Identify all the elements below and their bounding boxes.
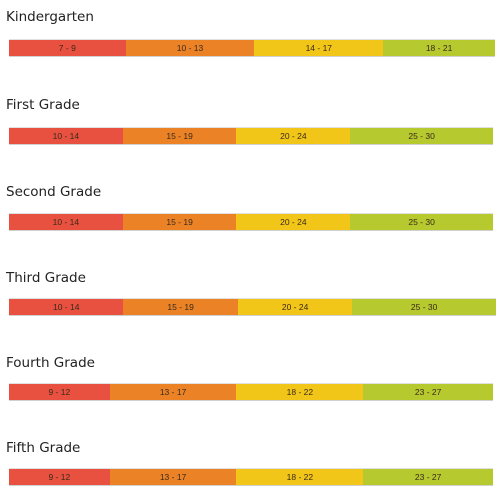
range-segment-green: 23 - 27 bbox=[363, 384, 493, 400]
range-segment-green: 25 - 30 bbox=[350, 128, 493, 144]
range-segment-yellow: 20 - 24 bbox=[236, 128, 351, 144]
range-segment-red: 10 - 14 bbox=[9, 214, 123, 230]
range-segment-orange: 15 - 19 bbox=[122, 128, 237, 144]
range-segment-yellow: 18 - 22 bbox=[236, 384, 364, 400]
range-segment-orange: 15 - 19 bbox=[122, 214, 237, 230]
range-segment-orange: 15 - 19 bbox=[123, 299, 238, 315]
grade-range-bar: 9 - 12 13 - 17 18 - 22 23 - 27 bbox=[9, 468, 493, 486]
grade-title: Fourth Grade bbox=[6, 355, 95, 371]
grade-title: Kindergarten bbox=[6, 9, 94, 25]
grade-title: Fifth Grade bbox=[6, 440, 81, 456]
range-segment-green: 18 - 21 bbox=[383, 40, 495, 56]
grade-range-bar: 10 - 14 15 - 19 20 - 24 25 - 30 bbox=[9, 127, 493, 145]
range-segment-orange: 13 - 17 bbox=[109, 384, 237, 400]
range-segment-red: 10 - 14 bbox=[9, 128, 123, 144]
range-segment-red: 9 - 12 bbox=[9, 384, 110, 400]
grade-title: Second Grade bbox=[6, 184, 102, 200]
range-segment-orange: 13 - 17 bbox=[109, 469, 237, 485]
grade-range-bar: 7 - 9 10 - 13 14 - 17 18 - 21 bbox=[9, 39, 495, 57]
range-segment-yellow: 20 - 24 bbox=[236, 214, 351, 230]
range-segment-red: 9 - 12 bbox=[9, 469, 110, 485]
range-segment-red: 10 - 14 bbox=[9, 299, 124, 315]
grade-title: First Grade bbox=[6, 97, 80, 113]
range-segment-yellow: 18 - 22 bbox=[236, 469, 364, 485]
range-segment-green: 23 - 27 bbox=[363, 469, 493, 485]
grade-range-bar: 10 - 14 15 - 19 20 - 24 25 - 30 bbox=[9, 298, 496, 316]
range-segment-green: 25 - 30 bbox=[350, 214, 493, 230]
range-segment-yellow: 14 - 17 bbox=[254, 40, 384, 56]
range-segment-red: 7 - 9 bbox=[9, 40, 126, 56]
grade-range-bar: 10 - 14 15 - 19 20 - 24 25 - 30 bbox=[9, 213, 493, 231]
range-segment-green: 25 - 30 bbox=[352, 299, 496, 315]
range-segment-yellow: 20 - 24 bbox=[237, 299, 353, 315]
grade-title: Third Grade bbox=[6, 270, 86, 286]
grade-range-bar: 9 - 12 13 - 17 18 - 22 23 - 27 bbox=[9, 383, 493, 401]
range-segment-orange: 10 - 13 bbox=[125, 40, 255, 56]
